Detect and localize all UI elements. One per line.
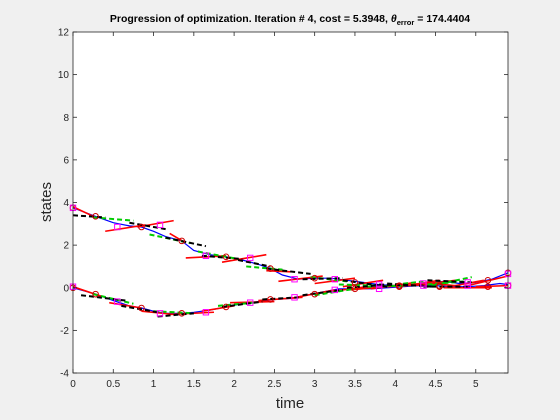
green-dashed-segment [217, 301, 255, 307]
circle-marker [351, 285, 359, 293]
square-marker [420, 282, 427, 289]
y-tick-label: 10 [58, 70, 70, 81]
black-dashed-segment [237, 259, 271, 268]
square-marker [464, 282, 471, 289]
green-dashed-segment [153, 310, 194, 315]
black-dashed-segment [262, 296, 299, 301]
circle-marker [178, 310, 186, 317]
black-dashed-segment [165, 236, 207, 248]
title-value: = 174.4404 [417, 13, 470, 25]
green-dashed-segment [387, 280, 424, 287]
black-dashed-segment [72, 214, 106, 219]
y-axis-label: states [38, 182, 55, 222]
x-tick-label: 3 [312, 379, 318, 390]
square-marker [331, 276, 339, 283]
x-axis-label: time [276, 395, 304, 412]
circle-marker [222, 303, 230, 311]
circle-marker [222, 253, 230, 261]
circle-marker [351, 279, 359, 286]
y-tick-label: 0 [63, 283, 69, 294]
black-dashed-segment [427, 279, 472, 284]
square-marker [375, 281, 383, 288]
x-tick-label: 2.5 [267, 379, 281, 390]
x-tick-label: 2 [231, 379, 237, 390]
square-marker [202, 252, 210, 259]
green-dashed-segment [197, 250, 239, 260]
chart-title: Progression of optimization. Iteration #… [110, 13, 470, 27]
title-theta: θ [391, 13, 397, 25]
y-tick-label: 2 [63, 241, 69, 252]
black-dashed-segment [129, 221, 166, 231]
square-marker [291, 276, 298, 283]
circle-marker [484, 283, 492, 290]
title-subscript: error [397, 18, 415, 27]
red-segment [475, 284, 509, 288]
x-tick-label: 0.5 [106, 379, 120, 390]
square-marker [247, 299, 254, 306]
plot-area [73, 32, 508, 373]
y-ticks: -4 -2 0 2 4 6 8 10 12 [58, 28, 508, 380]
black-dashed-segment [157, 312, 194, 318]
square-marker [202, 309, 210, 316]
y-tick-label: -4 [60, 369, 69, 380]
y-tick-label: 6 [63, 155, 69, 166]
black-dashed-segment [302, 277, 343, 281]
x-ticks: 0 0.5 1 1.5 2 2.5 3 3.5 4 4.5 5 [70, 32, 479, 390]
circle-marker [92, 213, 99, 220]
circle-marker [92, 290, 99, 298]
x-tick-label: 4.5 [429, 379, 443, 390]
square-marker [291, 294, 298, 301]
black-dashed-segment [201, 254, 243, 260]
green-dashed-segment [93, 216, 134, 222]
black-dashed-segment [121, 304, 158, 314]
x-tick-label: 0 [70, 379, 76, 390]
x-tick-label: 4 [392, 379, 398, 390]
x-tick-label: 1 [151, 379, 157, 390]
green-dashed-segment [427, 280, 464, 286]
red-segment [221, 253, 267, 263]
square-marker [156, 221, 164, 229]
square-marker [331, 286, 339, 294]
plot-contents [69, 204, 512, 318]
black-dashed-segment [302, 288, 343, 297]
square-marker [247, 254, 254, 262]
circle-marker [267, 296, 274, 303]
red-segment [137, 219, 174, 228]
x-tick-label: 1.5 [187, 379, 201, 390]
y-tick-label: 8 [63, 113, 69, 124]
circle-marker [138, 223, 145, 231]
green-dashed-segment [314, 287, 356, 297]
green-dashed-segment [246, 265, 283, 271]
x-tick-label: 3.5 [348, 379, 362, 390]
square-marker [156, 310, 164, 317]
square-marker [114, 223, 121, 231]
y-tick-label: 4 [63, 198, 69, 209]
circle-marker [311, 290, 318, 298]
circle-marker [267, 265, 274, 272]
title-main: Progression of optimization. Iteration #… [110, 13, 388, 25]
circle-marker [484, 276, 492, 284]
black-dashed-segment [221, 300, 263, 308]
circle-marker [311, 274, 318, 282]
y-tick-label: -2 [60, 326, 69, 337]
circle-marker [395, 283, 403, 290]
square-marker [375, 285, 383, 293]
red-segment [467, 275, 509, 287]
square-marker [114, 298, 121, 305]
circle-marker [178, 237, 186, 245]
circle-marker [436, 283, 443, 290]
circle-marker [138, 304, 145, 312]
y-tick-label: 12 [58, 28, 70, 39]
x-tick-label: 5 [473, 379, 479, 390]
